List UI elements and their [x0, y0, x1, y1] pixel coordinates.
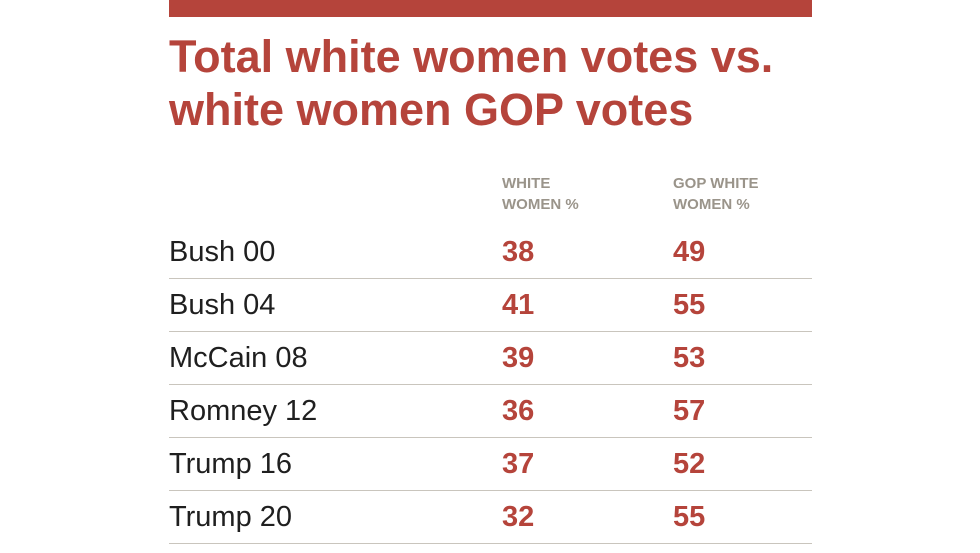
- chart-title: Total white women votes vs. white women …: [169, 31, 774, 135]
- table-row: Trump 20 32 55: [169, 491, 812, 544]
- column-header-white-women: WHITE WOMEN %: [502, 175, 579, 213]
- white-women-value: 36: [502, 395, 535, 427]
- table-row: Trump 16 37 52: [169, 438, 812, 491]
- row-label: Romney 12: [169, 395, 318, 427]
- row-label: Bush 00: [169, 236, 276, 268]
- white-women-value: 41: [502, 289, 535, 321]
- white-women-value: 37: [502, 448, 535, 480]
- row-label: Trump 16: [169, 448, 293, 480]
- gop-white-women-value: 52: [673, 448, 706, 480]
- gop-white-women-value: 57: [673, 395, 706, 427]
- table-header-row: WHITE WOMEN % GOP WHITE WOMEN %: [169, 173, 812, 226]
- white-women-value: 32: [502, 501, 535, 533]
- table-row: Bush 00 38 49: [169, 226, 812, 279]
- accent-top-bar: [169, 0, 812, 17]
- row-label: Trump 20: [169, 501, 293, 533]
- table-row: Romney 12 36 57: [169, 385, 812, 438]
- table-row: Bush 04 41 55: [169, 279, 812, 332]
- column-header-gop-white-women: GOP WHITE WOMEN %: [673, 175, 759, 213]
- white-women-value: 38: [502, 236, 535, 268]
- gop-white-women-value: 55: [673, 501, 706, 533]
- row-label: Bush 04: [169, 289, 276, 321]
- row-label: McCain 08: [169, 342, 308, 374]
- gop-white-women-value: 49: [673, 236, 706, 268]
- gop-white-women-value: 55: [673, 289, 706, 321]
- table-row: McCain 08 39 53: [169, 332, 812, 385]
- white-women-value: 39: [502, 342, 535, 374]
- data-table: WHITE WOMEN % GOP WHITE WOMEN % Bush 00 38…: [169, 173, 812, 544]
- gop-white-women-value: 53: [673, 342, 706, 374]
